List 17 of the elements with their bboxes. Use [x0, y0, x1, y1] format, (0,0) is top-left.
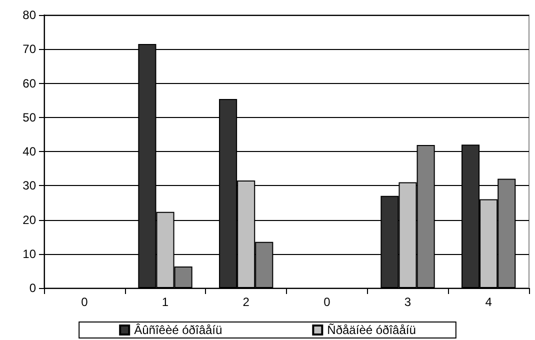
x-tick-label: 4	[485, 295, 492, 309]
y-tick-label: 80	[22, 8, 36, 22]
y-tick-label: 30	[22, 178, 36, 193]
y-tick-label: 60	[22, 76, 36, 90]
y-tick-label: 0	[29, 281, 36, 295]
x-tick-label: 1	[162, 295, 169, 309]
y-tick-label: 10	[22, 246, 36, 261]
y-tick-label: 50	[22, 110, 36, 124]
x-tick-label: 0	[324, 295, 331, 309]
y-tick-label: 40	[22, 144, 36, 158]
x-tick-label: 3	[404, 295, 412, 309]
legend-label: Âûñîêèé óðîâåíü	[134, 323, 222, 337]
legend-label: Ñðåäíèé óðîâåíü	[327, 323, 416, 337]
x-tick-label: 2	[242, 295, 250, 309]
y-tick-label: 20	[22, 212, 36, 227]
x-tick-label: 0	[81, 295, 88, 309]
y-tick-label: 70	[22, 42, 36, 56]
